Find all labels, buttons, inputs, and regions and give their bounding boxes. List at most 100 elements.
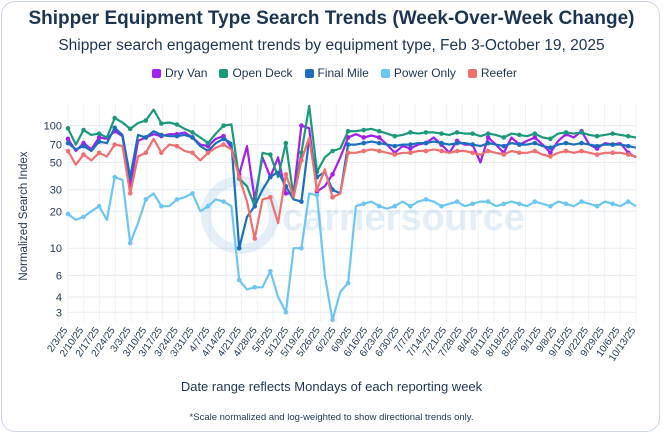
data-point: [190, 130, 195, 135]
legend-item-dry-van[interactable]: Dry Van: [152, 66, 207, 80]
data-point: [268, 195, 273, 200]
data-point: [516, 201, 522, 207]
data-point: [112, 142, 117, 147]
data-point: [408, 130, 413, 135]
data-point: [221, 199, 226, 204]
data-point: [65, 140, 71, 146]
data-point: [392, 133, 398, 139]
data-point: [532, 199, 538, 204]
data-point: [268, 268, 273, 274]
legend-item-open-deck[interactable]: Open Deck: [219, 66, 293, 80]
data-point: [127, 126, 133, 132]
data-point: [112, 174, 117, 180]
data-point: [470, 131, 475, 136]
data-point: [159, 121, 164, 126]
data-point: [454, 140, 460, 146]
data-point: [610, 201, 615, 207]
data-point: [112, 115, 117, 121]
data-point: [159, 150, 164, 156]
data-point: [268, 174, 273, 180]
legend-item-reefer[interactable]: Reefer: [467, 66, 517, 80]
data-point: [174, 143, 180, 149]
data-point: [283, 172, 289, 177]
data-point: [548, 154, 553, 159]
data-point: [470, 150, 475, 156]
data-point: [65, 136, 71, 142]
data-point: [376, 135, 382, 140]
data-point: [330, 148, 335, 154]
data-point: [127, 191, 133, 196]
legend-item-final-mile[interactable]: Final Mile: [304, 66, 369, 80]
data-point: [548, 136, 553, 142]
data-point: [548, 203, 553, 209]
data-point: [579, 199, 584, 204]
y-tick-label: 20: [50, 206, 62, 218]
y-tick-label: 4: [56, 292, 62, 304]
data-point: [345, 150, 351, 156]
data-point: [501, 201, 507, 207]
data-point: [299, 158, 304, 163]
data-point: [470, 201, 475, 207]
legend-label: Reefer: [480, 66, 517, 80]
y-tick-label: 70: [50, 140, 62, 152]
data-point: [330, 317, 335, 323]
data-point: [485, 131, 491, 136]
data-point: [501, 143, 507, 149]
data-point: [563, 140, 569, 146]
data-point: [299, 199, 304, 204]
data-point: [65, 211, 71, 217]
footnote: *Scale normalized and log-weighted to sh…: [189, 412, 474, 423]
data-point: [594, 143, 600, 149]
data-point: [268, 152, 273, 157]
data-point: [485, 199, 491, 204]
data-point: [299, 123, 304, 128]
data-point: [81, 152, 86, 157]
data-point: [361, 135, 366, 140]
data-point: [345, 128, 351, 134]
data-point: [112, 125, 117, 131]
data-point: [408, 146, 413, 151]
data-point: [345, 142, 351, 147]
data-point: [252, 236, 258, 241]
data-point: [423, 148, 429, 154]
data-point: [174, 122, 180, 127]
data-point: [532, 140, 538, 146]
data-point: [579, 140, 584, 146]
data-point: [143, 135, 149, 140]
data-point: [314, 187, 320, 192]
legend-item-power-only[interactable]: Power Only: [380, 66, 456, 80]
data-point: [423, 130, 429, 135]
data-point: [236, 174, 242, 180]
legend-swatch: [380, 68, 390, 78]
legend-label: Open Deck: [232, 66, 293, 80]
data-point: [252, 284, 258, 290]
data-point: [594, 152, 600, 157]
data-point: [314, 193, 320, 198]
data-point: [470, 142, 475, 147]
data-point: [423, 197, 429, 202]
watermark-icon: [201, 176, 279, 254]
data-point: [408, 203, 413, 209]
data-point: [610, 150, 615, 156]
data-point: [392, 203, 398, 209]
y-tick-label: 10: [50, 243, 62, 255]
data-point: [96, 131, 102, 136]
data-point: [174, 133, 180, 139]
data-point: [330, 195, 335, 200]
data-point: [376, 140, 382, 146]
data-point: [221, 136, 226, 142]
data-point: [392, 152, 398, 157]
data-point: [190, 135, 195, 140]
data-point: [625, 152, 631, 157]
data-point: [81, 143, 86, 149]
data-point: [283, 309, 289, 315]
data-point: [439, 203, 444, 209]
data-point: [96, 203, 102, 209]
legend-swatch: [219, 68, 229, 78]
data-point: [96, 150, 102, 156]
data-point: [579, 148, 584, 154]
data-point: [594, 203, 600, 209]
data-point: [439, 131, 444, 136]
data-point: [221, 123, 226, 128]
data-point: [610, 131, 615, 136]
